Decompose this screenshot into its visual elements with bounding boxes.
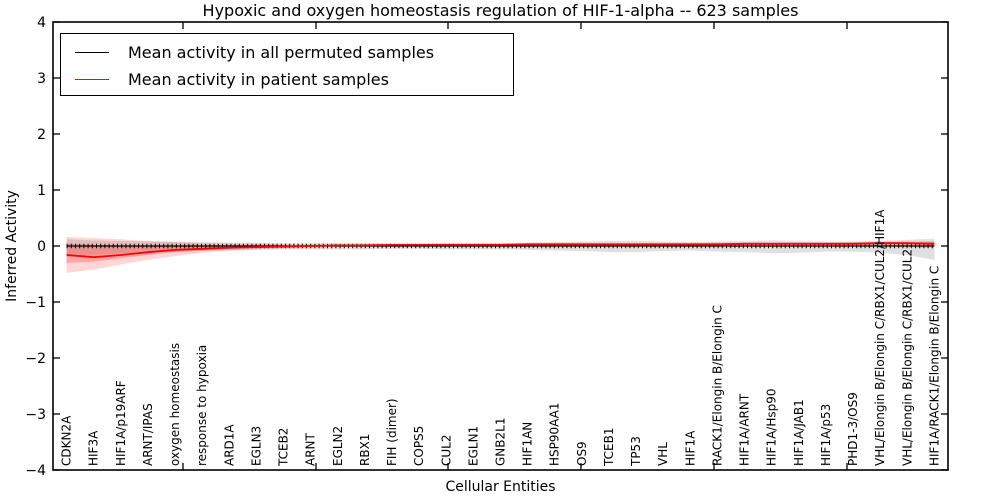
legend-label-permuted: Mean activity in all permuted samples xyxy=(128,43,435,62)
y-tick-label: 2 xyxy=(37,127,46,143)
x-category-label: HSP90AA1 xyxy=(548,402,562,466)
x-category-label: FIH (dimer) xyxy=(385,398,399,466)
legend-line-patient-icon xyxy=(75,79,109,80)
x-category-label: RACK1/Elongin B/Elongin C xyxy=(710,305,724,466)
legend: Mean activity in all permuted samples Me… xyxy=(60,33,514,96)
x-category-label: HIF1A/p19ARF xyxy=(114,380,128,466)
patient-mean-line xyxy=(66,242,935,259)
legend-entry-patient: Mean activity in patient samples xyxy=(75,66,513,93)
x-category-label: ARNT xyxy=(304,432,318,466)
x-category-label: HIF1AN xyxy=(521,422,535,466)
x-category-label: EGLN2 xyxy=(331,426,345,466)
x-category-label: ARNT/IPAS xyxy=(141,403,155,466)
x-category-label: VHL/Elongin B/Elongin C/RBX1/CUL2 xyxy=(900,249,914,466)
x-category-label: CDKN2A xyxy=(60,415,74,466)
y-tick-label: 4 xyxy=(37,15,46,31)
x-category-label: TP53 xyxy=(629,436,643,467)
x-axis-label: Cellular Entities xyxy=(445,479,556,495)
x-category-label: HIF1A/ARNT xyxy=(738,393,752,466)
legend-entry-permuted: Mean activity in all permuted samples xyxy=(75,39,513,66)
x-category-label: TCEB1 xyxy=(602,428,616,467)
x-category-label: VHL/Elongin B/Elongin C/RBX1/CUL2/HIF1A xyxy=(873,209,887,466)
x-category-label: HIF1A/RACK1/Elongin B/Elongin C xyxy=(927,266,941,466)
x-category-label: HIF3A xyxy=(87,430,101,466)
x-category-label: CUL2 xyxy=(439,435,453,466)
x-category-label: HIF1A/JAB1 xyxy=(792,399,806,466)
x-category-label: EGLN3 xyxy=(249,426,263,466)
y-tick-label: 0 xyxy=(37,239,46,255)
page-title: Hypoxic and oxygen homeostasis regulatio… xyxy=(202,1,799,20)
x-category-label: oxygen homeostasis xyxy=(168,343,182,466)
y-tick-label: −4 xyxy=(25,463,46,479)
legend-label-patient: Mean activity in patient samples xyxy=(128,70,389,89)
x-category-label: RBX1 xyxy=(358,434,372,466)
x-category-label: ARD1A xyxy=(222,424,236,466)
y-tick-label: −1 xyxy=(25,295,46,311)
x-category-label: PHD1-3/OS9 xyxy=(846,392,860,466)
x-category-label: response to hypoxia xyxy=(195,345,209,466)
x-category-label: COPS5 xyxy=(412,426,426,466)
legend-line-permuted-icon xyxy=(75,52,109,53)
x-category-label: HIF1A/p53 xyxy=(819,404,833,466)
x-category-label: HIF1A/Hsp90 xyxy=(765,388,779,466)
x-category-label: TCEB2 xyxy=(277,428,291,467)
y-tick-label: 1 xyxy=(37,183,46,199)
x-category-label: VHL xyxy=(656,442,670,466)
x-category-label: OS9 xyxy=(575,441,589,466)
x-category-label: HIF1A xyxy=(683,430,697,466)
x-category-label: EGLN1 xyxy=(466,426,480,466)
x-category-label: GNB2L1 xyxy=(494,418,508,466)
y-tick-label: −3 xyxy=(25,407,46,423)
y-tick-label: −2 xyxy=(25,351,46,367)
y-tick-label: 3 xyxy=(37,71,46,87)
